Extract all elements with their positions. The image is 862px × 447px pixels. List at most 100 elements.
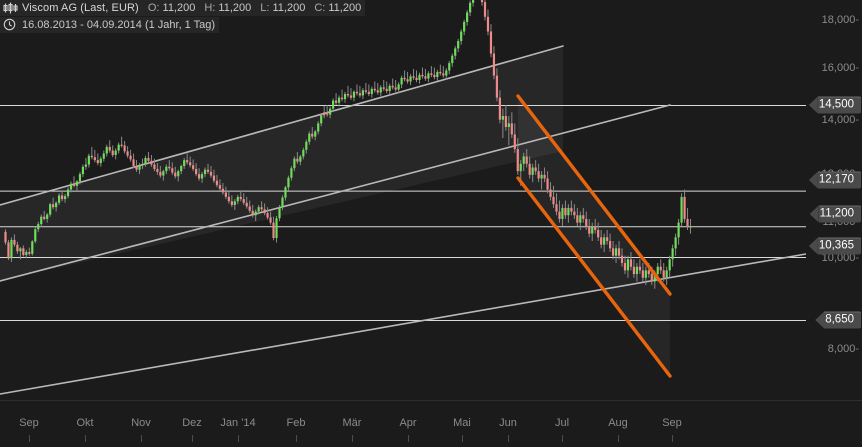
candle-body [22, 248, 25, 255]
price-axis-tick: 14,000- [821, 114, 859, 126]
candle-body [281, 197, 284, 208]
candle-body [31, 241, 34, 254]
candle-body [43, 216, 46, 219]
price-plot-area[interactable] [0, 0, 806, 400]
candle-body [582, 215, 585, 219]
clock-icon [3, 18, 18, 32]
candle-body [162, 171, 165, 176]
candle-body [248, 206, 251, 211]
ohlc-low: L: 11,200 [260, 2, 305, 14]
price-tag[interactable]: 12,170 [808, 171, 861, 189]
candle-body [123, 145, 126, 152]
price-tag[interactable]: 14,500 [808, 96, 861, 114]
candle-body [263, 209, 266, 214]
low-value: 11,200 [272, 2, 306, 14]
price-tag-label: 10,365 [817, 237, 861, 255]
candle-body [200, 174, 204, 179]
candle-body [620, 255, 624, 264]
candle-body [7, 242, 10, 259]
candle-body [549, 189, 552, 197]
price-axis-tick: 10,000- [821, 252, 859, 264]
low-label: L: [260, 2, 270, 14]
candle-body [186, 160, 189, 163]
candle-body [236, 196, 239, 202]
price-tag-pointer [815, 311, 825, 329]
price-tag[interactable]: 10,365 [808, 237, 861, 255]
price-tag-pointer [808, 96, 818, 114]
candle-body [552, 196, 555, 205]
candle-body [159, 171, 162, 176]
candle-body [168, 166, 171, 169]
candle-body [352, 91, 356, 98]
rising-channel-lower[interactable] [0, 104, 671, 282]
candle-body [522, 156, 525, 164]
rising-channel-upper[interactable] [0, 45, 564, 206]
candle-body [457, 41, 460, 49]
candle-body [400, 77, 403, 85]
candle-body [442, 73, 445, 76]
price-tag-label: 14,500 [817, 96, 861, 114]
candle-body [84, 164, 88, 167]
candle-body [135, 166, 138, 170]
candle-body [314, 131, 317, 137]
candle-body [141, 163, 144, 166]
time-axis-tick [192, 435, 193, 442]
candle-body [460, 31, 463, 42]
time-axis-tick [352, 435, 353, 442]
candle-body [34, 229, 37, 242]
price-tag[interactable]: 8,650 [815, 311, 861, 329]
candle-body [96, 160, 99, 164]
candle-body [233, 201, 236, 205]
time-axis-tick [408, 435, 409, 442]
candle-body [60, 195, 64, 200]
candle-body [183, 160, 186, 167]
close-label: C: [314, 2, 326, 14]
candle-body [138, 165, 141, 170]
candle-body [567, 207, 570, 216]
candle-body [218, 185, 222, 189]
channel-shading-group [0, 46, 670, 376]
time-axis-tick [85, 435, 86, 442]
time-axis[interactable]: Sep Okt Nov Dez Jan '14 Feb Mär Apr Mai Jun Jul Aug… [0, 400, 862, 447]
candle-body [108, 146, 111, 151]
open-label: O: [147, 2, 160, 14]
candle-body [528, 163, 531, 175]
candlestick-icon [3, 1, 18, 15]
falling-channel-upper[interactable] [516, 94, 672, 296]
instrument-info-row[interactable]: Viscom AG (Last, EUR) O: 11,200 H: 11,20… [0, 0, 366, 16]
candle-body [501, 116, 504, 120]
candle-body [278, 207, 281, 219]
candle-body [40, 216, 43, 225]
candle-body [346, 93, 350, 96]
candle-body [418, 74, 421, 81]
candle-body [370, 88, 373, 94]
candle-body [608, 240, 612, 249]
candle-body [540, 174, 543, 179]
candle-body [293, 158, 296, 169]
falling-channel-shading [518, 96, 670, 376]
rising-support-line[interactable] [0, 253, 806, 395]
candle-body [364, 90, 367, 92]
candle-body [251, 210, 254, 216]
falling-channel-lower[interactable] [516, 176, 672, 378]
candle-body [215, 180, 219, 186]
candle-body [323, 112, 326, 116]
candle-body [49, 204, 52, 215]
candle-body [90, 155, 93, 158]
high-value: 11,200 [218, 2, 252, 14]
candle-body [519, 163, 522, 172]
candle-body [349, 95, 353, 98]
candle-body [69, 183, 73, 190]
time-axis-tick [562, 435, 563, 442]
candle-body [66, 189, 70, 197]
candle-body [394, 87, 397, 90]
candle-body [635, 266, 639, 275]
candle-body [355, 91, 359, 94]
candle-body [650, 274, 653, 282]
price-axis[interactable]: 18,000-16,000-14,000-12,000-11,000-10,00… [806, 0, 862, 400]
price-axis-tick: 8,000- [827, 343, 859, 355]
price-tag[interactable]: 11,200 [809, 205, 861, 223]
candle-body [403, 77, 406, 80]
date-range-row[interactable]: 16.08.2013 - 04.09.2014 (1 Jahr, 1 Tag) [0, 17, 220, 33]
candle-body [397, 84, 400, 90]
